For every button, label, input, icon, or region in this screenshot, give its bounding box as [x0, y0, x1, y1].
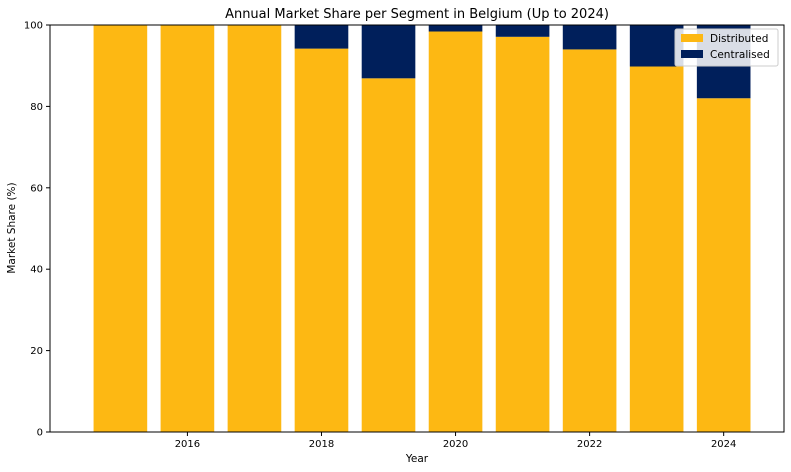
y-axis: 0 20 40 60 80 100	[24, 21, 50, 439]
x-axis-label: Year	[405, 453, 429, 465]
legend-swatch-distributed	[681, 34, 703, 42]
y-axis-label: Market Share (%)	[6, 182, 18, 273]
bar-centralised-2018	[294, 25, 349, 49]
bar-distributed-2024	[696, 98, 751, 432]
bar-distributed-2015	[93, 25, 148, 432]
x-axis: 2016 2018 2020 2022 2024	[175, 432, 736, 450]
bar-centralised-2020	[428, 25, 483, 32]
bar-distributed-2021	[495, 36, 550, 433]
y-tick-label-0: 0	[37, 428, 43, 439]
bar-distributed-2019	[361, 78, 416, 432]
legend-label-centralised: Centralised	[710, 49, 770, 61]
legend-swatch-centralised	[681, 50, 703, 58]
bars-group	[93, 25, 751, 433]
bar-distributed-2017	[227, 25, 282, 432]
legend-label-distributed: Distributed	[710, 33, 768, 45]
chart-title: Annual Market Share per Segment in Belgi…	[225, 7, 609, 22]
plot-frame	[49, 24, 785, 433]
bar-distributed-2018	[294, 48, 349, 433]
x-tick-label-2018: 2018	[309, 439, 334, 450]
bar-distributed-2022	[562, 49, 617, 433]
bar-centralised-2022	[562, 25, 617, 50]
y-tick-label-60: 60	[30, 183, 43, 194]
bar-distributed-2020	[428, 31, 483, 432]
y-tick-label-100: 100	[24, 21, 43, 32]
bar-centralised-2019	[361, 25, 416, 79]
x-tick-label-2024: 2024	[711, 439, 736, 450]
x-tick-label-2020: 2020	[443, 439, 468, 450]
bar-distributed-2016	[160, 25, 215, 432]
legend: Distributed Centralised	[674, 28, 779, 67]
y-tick-label-20: 20	[30, 346, 43, 357]
y-tick-label-80: 80	[30, 102, 43, 113]
x-tick-label-2022: 2022	[577, 439, 602, 450]
bar-centralised-2021	[495, 25, 550, 37]
x-tick-label-2016: 2016	[175, 439, 200, 450]
y-tick-label-40: 40	[30, 265, 43, 276]
bar-distributed-2023	[629, 66, 684, 432]
